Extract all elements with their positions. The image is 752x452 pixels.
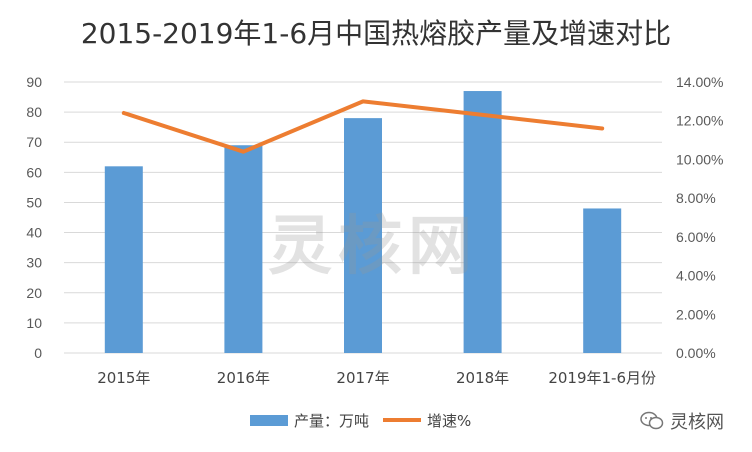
bar: [463, 91, 502, 354]
watermark: 灵核网: [268, 210, 478, 284]
bar: [224, 145, 263, 353]
y-tick-label: 40: [26, 225, 42, 241]
legend-swatch-line: [383, 418, 422, 422]
brand-label: 灵核网: [670, 412, 724, 433]
x-tick-label: 2018年: [456, 369, 509, 387]
y-tick-label: 70: [26, 134, 42, 150]
legend-label-growth: 增速%: [427, 411, 472, 430]
legend-swatch-bar: [250, 414, 288, 426]
y2-tick-label: 0.00%: [676, 345, 716, 361]
y2-tick-label: 4.00%: [676, 268, 716, 284]
y2-tick-label: 6.00%: [676, 229, 716, 245]
legend-item-production: 产量：万吨: [250, 410, 369, 431]
y2-tick-label: 14.00%: [676, 74, 723, 90]
x-tick-label: 2019年1-6月份: [548, 369, 656, 387]
y-tick-label: 80: [26, 104, 42, 120]
y2-tick-label: 2.00%: [676, 306, 716, 322]
x-tick-label: 2016年: [217, 369, 270, 387]
y-tick-label: 0: [34, 345, 42, 361]
bar: [344, 118, 382, 353]
x-tick-label: 2015年: [97, 369, 150, 387]
x-tick-label: 2017年: [336, 369, 389, 387]
y-tick-label: 60: [26, 164, 42, 180]
y2-tick-label: 12.00%: [676, 113, 723, 129]
legend-label-production: 产量：万吨: [294, 411, 370, 430]
wechat-icon: [640, 411, 664, 430]
legend: 产量：万吨 增速%: [250, 408, 485, 432]
y-tick-label: 30: [26, 255, 42, 271]
chart-title: 2015-2019年1-6月中国热熔胶产量及增速对比: [80, 17, 672, 50]
bar: [583, 208, 622, 353]
legend-item-growth: 增速%: [383, 410, 471, 431]
y-tick-label: 90: [26, 74, 42, 90]
bar: [104, 166, 143, 353]
y-tick-label: 20: [26, 285, 42, 301]
y2-tick-label: 8.00%: [676, 190, 716, 206]
y2-tick-label: 10.00%: [676, 151, 723, 167]
y-tick-label: 50: [26, 194, 42, 210]
brand: 灵核网: [640, 408, 724, 434]
y-tick-label: 10: [26, 315, 42, 331]
